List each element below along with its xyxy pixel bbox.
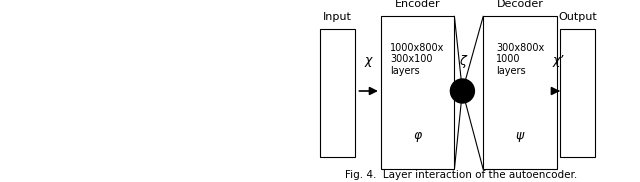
Text: 300x800x
1000
layers: 300x800x 1000 layers (496, 43, 544, 76)
Text: Decoder: Decoder (497, 0, 543, 9)
Text: Output: Output (558, 12, 597, 22)
Text: χ’: χ’ (553, 54, 564, 67)
Ellipse shape (451, 79, 474, 103)
Bar (560, 29, 595, 157)
Text: Fig. 4.  Layer interaction of the autoencoder.: Fig. 4. Layer interaction of the autoenc… (345, 170, 577, 180)
Text: χ: χ (364, 54, 372, 67)
Text: ζ: ζ (459, 55, 466, 68)
Bar (483, 16, 557, 169)
Text: Encoder: Encoder (395, 0, 440, 9)
Bar (320, 29, 355, 157)
Text: 1000x800x
300x100
layers: 1000x800x 300x100 layers (390, 43, 445, 76)
Text: φ: φ (413, 129, 422, 142)
Text: ψ: ψ (516, 129, 524, 142)
Bar (381, 16, 454, 169)
Text: Input: Input (323, 12, 352, 22)
